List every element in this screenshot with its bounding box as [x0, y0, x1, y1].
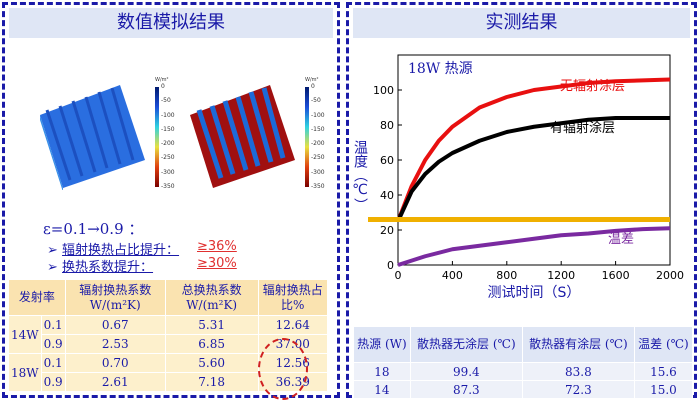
- colorbar-tick: -300: [161, 168, 175, 176]
- x-tick-label: 0: [395, 269, 402, 282]
- colorbar-unit: W/m²: [155, 77, 169, 83]
- colorbar-tick: -200: [311, 140, 325, 148]
- table-row: 14W 0.1 0.67 5.31 12.64: [8, 315, 329, 354]
- x-tick-label: 1200: [547, 269, 575, 282]
- colorbar: [155, 87, 159, 187]
- colorbar-tick-labels: 0 -50 -100 -150 -200 -250 -300 -350: [311, 84, 325, 190]
- y-tick-label: 20: [380, 224, 394, 237]
- header-difference: 温差 (℃): [633, 326, 694, 363]
- simulation-title: 数值模拟结果: [9, 8, 333, 38]
- y-axis-label: 温度（℃）: [352, 140, 368, 212]
- y-tick-label: 40: [380, 189, 394, 202]
- x-axis-label: 测试时间（S）: [488, 285, 581, 301]
- legend-coated: 有辐射涂层: [550, 120, 615, 136]
- header-total-coef: 总换热系数W/(m²K): [164, 279, 259, 316]
- x-tick-label: 800: [496, 269, 517, 282]
- emissivity-change: ε=0.1→0.9 ：: [43, 220, 144, 238]
- x-tick-label: 400: [442, 269, 463, 282]
- colorbar-tick: -250: [161, 154, 175, 162]
- colorbar-tick: -100: [161, 111, 175, 119]
- heatsink-high-emissivity-image: [190, 85, 295, 188]
- colorbar-tick: 0: [311, 83, 315, 90]
- x-tick-label: 1600: [602, 269, 630, 282]
- bullet-radiation-share: ➢ 辐射换热占比提升： ≥36%: [47, 239, 237, 258]
- table-row: 14 87.3 72.3 15.0: [353, 380, 694, 399]
- chart-title: 18W 热源: [408, 61, 473, 77]
- y-tick-label: 80: [380, 119, 394, 132]
- x-tick-label: 2000: [656, 269, 684, 282]
- header-heat-source: 热源 (W): [353, 326, 411, 363]
- colorbar: [305, 87, 309, 187]
- colorbar-tick: -50: [161, 97, 171, 105]
- legend-difference: 温差: [608, 232, 634, 247]
- colorbar-tick: -50: [311, 97, 321, 105]
- colorbar-tick: -300: [311, 168, 325, 176]
- table-row: 18 99.4 83.8 15.6: [353, 362, 694, 381]
- y-tick-label: 100: [373, 84, 394, 97]
- header-uncoated: 散热器无涂层 (℃): [409, 326, 523, 363]
- colorbar-tick: -100: [311, 111, 325, 119]
- series-line-0: [396, 77, 671, 222]
- colorbar-tick: -200: [161, 140, 175, 148]
- colorbar-tick: -250: [311, 154, 325, 162]
- header-radiative-coef: 辐射换热系数W/(m²K): [64, 279, 166, 316]
- highlight-ellipse: [258, 338, 308, 400]
- header-radiative-share: 辐射换热占比%: [257, 279, 329, 316]
- measurement-panel: 实测结果 热源 (W) 散热器无涂层 (℃) 散热器有涂层 (℃) 温差 (℃) 18…: [346, 2, 697, 399]
- colorbar-tick: -350: [311, 182, 325, 190]
- temperature-chart: 0 400 800 1200 1600 2000 0 20 40 60 80 100 18W 热源无辐射…: [352, 54, 684, 301]
- colorbar-tick: -350: [161, 182, 175, 190]
- colorbar-tick: -150: [311, 125, 325, 133]
- heatsink-low-emissivity-image: [40, 85, 145, 190]
- header-emissivity: 发射率: [8, 279, 66, 316]
- simulation-panel: 数值模拟结果 0 -50 -100 -150 -200 -250 -300 -3…: [2, 2, 340, 398]
- legend-uncoated: 无辐射涂层: [560, 78, 625, 94]
- colorbar-unit: W/m²: [305, 77, 319, 83]
- measurement-title: 实测结果: [353, 8, 690, 38]
- colorbar-tick-labels: 0 -50 -100 -150 -200 -250 -300 -350: [161, 84, 175, 190]
- bullet-heat-coefficient: ➢ 换热系数提升： ≥30%: [47, 256, 237, 275]
- y-tick-label: 0: [387, 259, 394, 272]
- header-coated: 散热器有涂层 (℃): [521, 326, 635, 363]
- measurement-table: 热源 (W) 散热器无涂层 (℃) 散热器有涂层 (℃) 温差 (℃) 18 99.4 8…: [353, 326, 694, 399]
- colorbar-tick: 0: [161, 83, 165, 90]
- colorbar-tick: -150: [161, 125, 175, 133]
- series-line-1: [396, 116, 670, 223]
- y-tick-label: 60: [380, 154, 394, 167]
